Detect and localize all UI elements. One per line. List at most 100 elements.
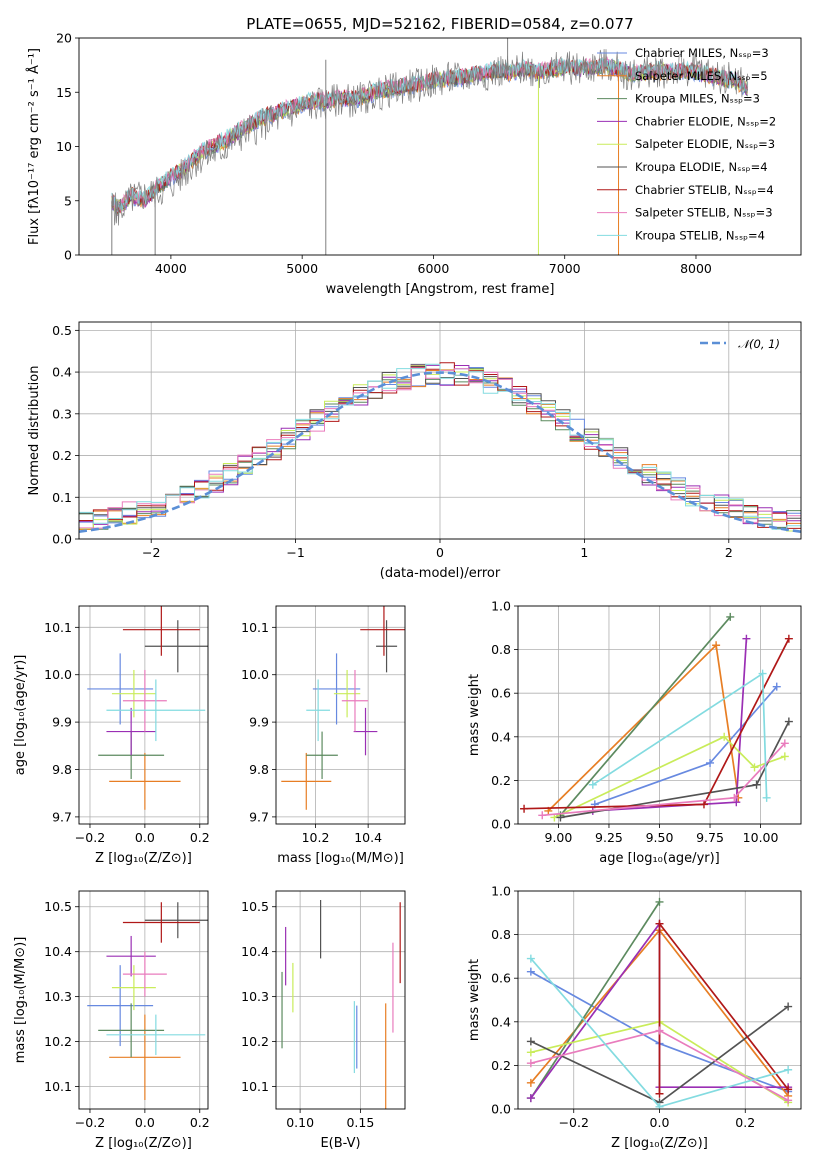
y-axis-label: Flux [fλ10⁻¹⁷ erg cm⁻² s⁻¹ Å⁻¹] xyxy=(26,48,42,245)
x-axis-label: Z [log₁₀(Z/Z⊙)] xyxy=(95,1136,192,1151)
weight-marker xyxy=(526,1037,535,1046)
weight-marker xyxy=(655,897,664,906)
weight-marker xyxy=(655,1089,664,1098)
legend-label: Salpeter STELIB, Nₛₛₚ=3 xyxy=(635,206,773,220)
legend-label: 𝒩(0, 1) xyxy=(738,337,780,351)
y-tick-label: 5 xyxy=(64,193,72,208)
y-tick-label: 9.8 xyxy=(52,762,72,777)
weight-marker xyxy=(780,739,789,748)
weight-series-line xyxy=(524,638,790,810)
y-tick-label: 10.5 xyxy=(241,899,269,914)
x-tick-label: 0.15 xyxy=(346,1115,374,1130)
y-tick-label: 10.1 xyxy=(44,620,72,635)
axes-mass_vs_Z: −0.2 0.0 0.2 10.1 10.2 10.3 10.4 10.5 Z [log₁₀(Z… xyxy=(13,890,210,1151)
weight-marker xyxy=(784,634,793,643)
y-tick-label: 0.6 xyxy=(491,686,511,701)
y-tick-label: 0.2 xyxy=(491,1058,511,1073)
y-tick-label: 0.5 xyxy=(52,323,72,338)
x-tick-label: 0.2 xyxy=(735,1115,755,1130)
x-axis-label: Z [log₁₀(Z/Z⊙)] xyxy=(611,1136,708,1151)
weight-marker xyxy=(772,682,781,691)
x-tick-label: 10.2 xyxy=(302,830,330,845)
y-tick-label: 10.4 xyxy=(44,944,72,959)
weight-marker xyxy=(730,793,739,802)
plot-area-mass_vs_ebv xyxy=(281,899,401,1109)
y-axis-label: age [log₁₀(age/yr)] xyxy=(13,655,28,776)
legend-label: Salpeter MILES, Nₛₛₚ=5 xyxy=(635,69,768,83)
normal-reference-line xyxy=(79,371,801,533)
axes-weights_vs_Z: −0.2 0.0 0.2 0.0 0.2 0.4 0.6 0.8 1.0 Z [log₁₀(Z/Z… xyxy=(467,884,802,1151)
x-tick-label: −2 xyxy=(142,545,160,560)
weight-marker xyxy=(712,641,721,650)
x-tick-label: 0.0 xyxy=(650,1115,670,1130)
axes-mass_vs_ebv: 0.10 0.15 10.1 10.2 10.3 10.4 10.5 E(B-V) xyxy=(241,890,406,1151)
weight-marker xyxy=(655,1102,664,1109)
axes-frame xyxy=(275,890,406,1110)
weight-marker xyxy=(526,1094,535,1103)
weight-marker xyxy=(556,813,565,822)
axes-frame xyxy=(517,890,802,1110)
y-tick-label: 1.0 xyxy=(491,599,511,614)
y-tick-label: 0.8 xyxy=(491,927,511,942)
y-tick-label: 0.0 xyxy=(52,532,72,547)
legend-label: Chabrier MILES, Nₛₛₚ=3 xyxy=(635,46,769,60)
weight-marker xyxy=(699,800,708,809)
y-axis-label: mass weight xyxy=(467,674,482,756)
weight-marker xyxy=(726,612,735,621)
plot-area-weights_vs_age xyxy=(520,612,793,822)
weight-marker xyxy=(784,1085,793,1094)
x-axis-label: age [log₁₀(age/yr)] xyxy=(599,851,720,866)
y-tick-label: 0.0 xyxy=(491,1102,511,1117)
y-tick-label: 9.7 xyxy=(249,809,269,824)
y-tick-label: 10.0 xyxy=(241,667,269,682)
spectrum-data-line xyxy=(111,49,748,226)
legend-label: Kroupa MILES, Nₛₛₚ=3 xyxy=(635,92,760,106)
legend-label: Kroupa ELODIE, Nₛₛₚ=4 xyxy=(635,160,768,174)
x-axis-label: wavelength [Angstrom, rest frame] xyxy=(326,282,555,297)
weight-marker xyxy=(538,811,547,820)
y-tick-label: 10.1 xyxy=(241,1079,269,1094)
y-tick-label: 0.1 xyxy=(52,490,72,505)
x-axis-label: Z [log₁₀(Z/Z⊙)] xyxy=(95,851,192,866)
y-tick-label: 10.0 xyxy=(44,667,72,682)
y-tick-label: 0.0 xyxy=(491,817,511,832)
x-axis-label: E(B-V) xyxy=(320,1136,360,1151)
x-tick-label: 9.25 xyxy=(595,830,623,845)
x-tick-label: 0.10 xyxy=(286,1115,314,1130)
y-axis-label: mass weight xyxy=(467,959,482,1041)
weight-series-line xyxy=(592,638,748,812)
weight-marker xyxy=(784,1002,793,1011)
x-tick-label: 6000 xyxy=(418,261,450,276)
y-tick-label: 10.2 xyxy=(44,1034,72,1049)
y-tick-label: 1.0 xyxy=(491,884,511,899)
y-tick-label: 9.8 xyxy=(249,762,269,777)
axes-weights_vs_age: 9.00 9.25 9.50 9.75 10.00 0.0 0.2 0.4 0.6 0.8 1.0 a… xyxy=(467,599,802,866)
y-tick-label: 0.4 xyxy=(491,729,511,744)
axes-frame xyxy=(78,321,802,540)
weight-marker xyxy=(750,763,759,772)
x-tick-label: 9.00 xyxy=(545,830,573,845)
plot-area-mass_vs_Z xyxy=(87,902,208,1101)
y-tick-label: 9.9 xyxy=(52,715,72,730)
spectrum-title: PLATE=0655, MJD=52162, FIBERID=0584, z=0… xyxy=(246,15,633,33)
legend-label: Salpeter ELODIE, Nₛₛₚ=3 xyxy=(635,137,775,151)
weight-marker xyxy=(742,634,751,643)
x-axis-label: mass [log₁₀(M/M⊙)] xyxy=(277,851,404,866)
y-tick-label: 10.1 xyxy=(44,1079,72,1094)
plot-area-age_vs_mass xyxy=(281,606,405,810)
y-tick-label: 0 xyxy=(64,248,72,263)
x-tick-label: 0.2 xyxy=(190,1115,210,1130)
y-tick-label: 10.5 xyxy=(44,899,72,914)
y-axis-label: mass [log₁₀(M/M⊙)] xyxy=(13,937,28,1064)
y-tick-label: 10.2 xyxy=(241,1034,269,1049)
x-tick-label: 10.00 xyxy=(743,830,779,845)
y-tick-label: 10.4 xyxy=(241,944,269,959)
y-tick-label: 0.2 xyxy=(491,773,511,788)
x-tick-label: 8000 xyxy=(680,261,712,276)
weight-marker xyxy=(526,954,535,963)
weight-marker xyxy=(784,1096,793,1105)
weight-marker xyxy=(526,1059,535,1068)
y-axis-label: Normed distribution xyxy=(27,366,42,496)
weight-marker xyxy=(732,798,741,807)
